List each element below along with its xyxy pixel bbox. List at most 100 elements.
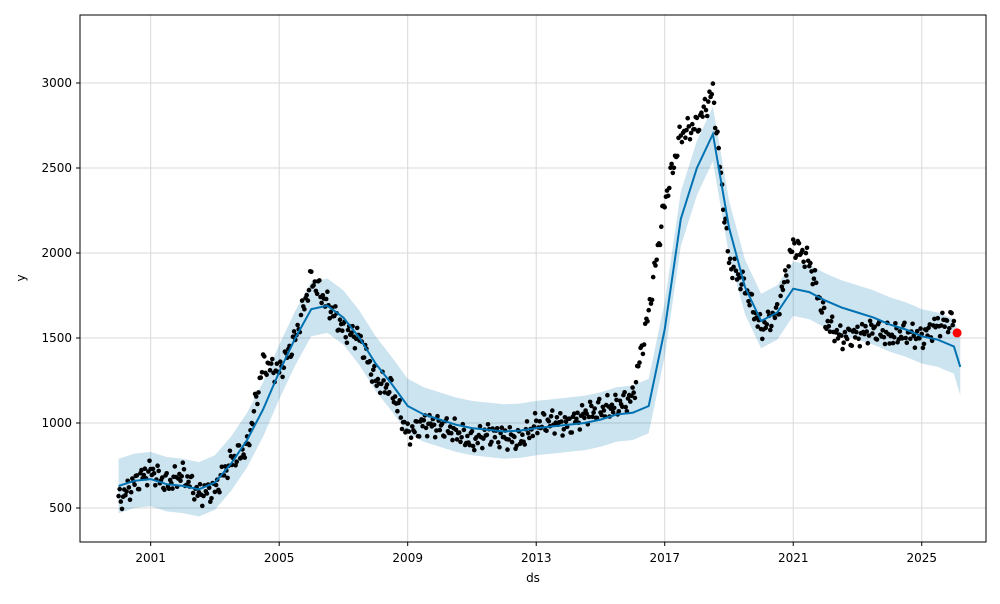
observed-point xyxy=(499,425,505,431)
observed-point xyxy=(794,253,799,258)
observed-point xyxy=(535,430,540,436)
observed-point xyxy=(825,318,830,324)
observed-point xyxy=(506,437,512,442)
observed-point xyxy=(786,264,791,269)
observed-point xyxy=(512,434,517,440)
observed-point xyxy=(559,419,564,424)
observed-point xyxy=(584,411,589,417)
observed-point xyxy=(617,398,623,404)
observed-point xyxy=(552,431,557,436)
observed-point xyxy=(116,493,121,499)
observed-point xyxy=(768,327,773,333)
observed-point xyxy=(349,330,354,336)
y-tick-label: 3000 xyxy=(41,76,72,90)
observed-point xyxy=(702,96,708,102)
observed-point xyxy=(650,274,656,280)
observed-point xyxy=(692,127,697,132)
observed-point xyxy=(371,367,376,373)
observed-point xyxy=(189,473,195,479)
observed-point xyxy=(136,486,142,492)
observed-point xyxy=(937,333,943,339)
observed-point xyxy=(662,205,667,210)
observed-point xyxy=(439,421,445,427)
x-tick-label: 2017 xyxy=(649,551,680,565)
observed-point xyxy=(679,139,685,145)
observed-point xyxy=(811,276,817,282)
observed-point xyxy=(416,434,422,439)
observed-point xyxy=(278,359,283,365)
observed-point xyxy=(687,137,693,142)
observed-point xyxy=(323,296,329,302)
observed-point xyxy=(124,489,129,494)
observed-point xyxy=(319,300,324,306)
observed-point xyxy=(908,336,913,342)
observed-point xyxy=(509,439,515,445)
observed-point xyxy=(600,404,606,410)
observed-point xyxy=(496,440,501,445)
observed-point xyxy=(782,268,788,273)
observed-point xyxy=(213,482,219,488)
observed-point xyxy=(141,472,147,478)
observed-point xyxy=(454,437,460,442)
observed-point xyxy=(774,302,780,307)
observed-point xyxy=(450,437,455,443)
observed-point xyxy=(579,403,585,408)
observed-point xyxy=(264,372,269,378)
observed-point xyxy=(813,280,819,286)
observed-point xyxy=(402,419,407,425)
observed-point xyxy=(387,389,392,395)
observed-point xyxy=(945,329,951,335)
observed-point xyxy=(217,489,222,495)
observed-point xyxy=(392,394,398,399)
observed-point xyxy=(423,425,429,431)
observed-point xyxy=(711,100,717,106)
observed-point xyxy=(533,418,539,424)
observed-point xyxy=(412,429,417,435)
observed-point xyxy=(354,325,360,331)
observed-point xyxy=(398,415,404,420)
observed-point xyxy=(574,416,579,422)
observed-point xyxy=(435,413,440,419)
observed-point xyxy=(575,410,580,416)
observed-point xyxy=(716,145,721,151)
x-tick-label: 2021 xyxy=(778,551,809,565)
observed-point xyxy=(763,325,768,331)
observed-point xyxy=(302,306,307,312)
x-axis-ticks: 2001 2005 2009 2013 2017 2021 2025 xyxy=(135,542,937,565)
observed-point xyxy=(675,153,680,159)
observed-point xyxy=(684,127,689,133)
uncertainty-band-layer xyxy=(118,106,961,517)
observed-point xyxy=(406,429,412,434)
observed-point xyxy=(569,430,575,435)
observed-point xyxy=(414,419,420,424)
observed-point xyxy=(234,459,239,465)
observed-point xyxy=(747,302,752,308)
observed-point xyxy=(764,322,770,327)
observed-point xyxy=(179,474,184,479)
observed-point xyxy=(947,326,952,331)
observed-point xyxy=(722,220,727,225)
observed-point xyxy=(298,312,304,318)
observed-point xyxy=(844,336,850,342)
observed-point xyxy=(668,165,673,170)
observed-point xyxy=(785,279,790,284)
observed-point xyxy=(870,331,875,336)
observed-point xyxy=(914,328,920,334)
observed-point xyxy=(730,275,735,281)
observed-point xyxy=(384,382,390,387)
x-tick-label: 2013 xyxy=(521,551,552,565)
observed-point xyxy=(859,321,865,327)
observed-point xyxy=(567,416,572,422)
observed-point xyxy=(688,130,694,136)
observed-point xyxy=(841,340,846,346)
observed-point xyxy=(305,298,311,303)
observed-point xyxy=(134,473,140,478)
observed-point xyxy=(118,499,124,504)
observed-point xyxy=(633,379,639,385)
observed-point xyxy=(123,493,128,498)
observed-point xyxy=(369,379,375,384)
observed-point xyxy=(865,340,871,346)
observed-point xyxy=(525,430,531,436)
observed-point xyxy=(524,419,530,424)
